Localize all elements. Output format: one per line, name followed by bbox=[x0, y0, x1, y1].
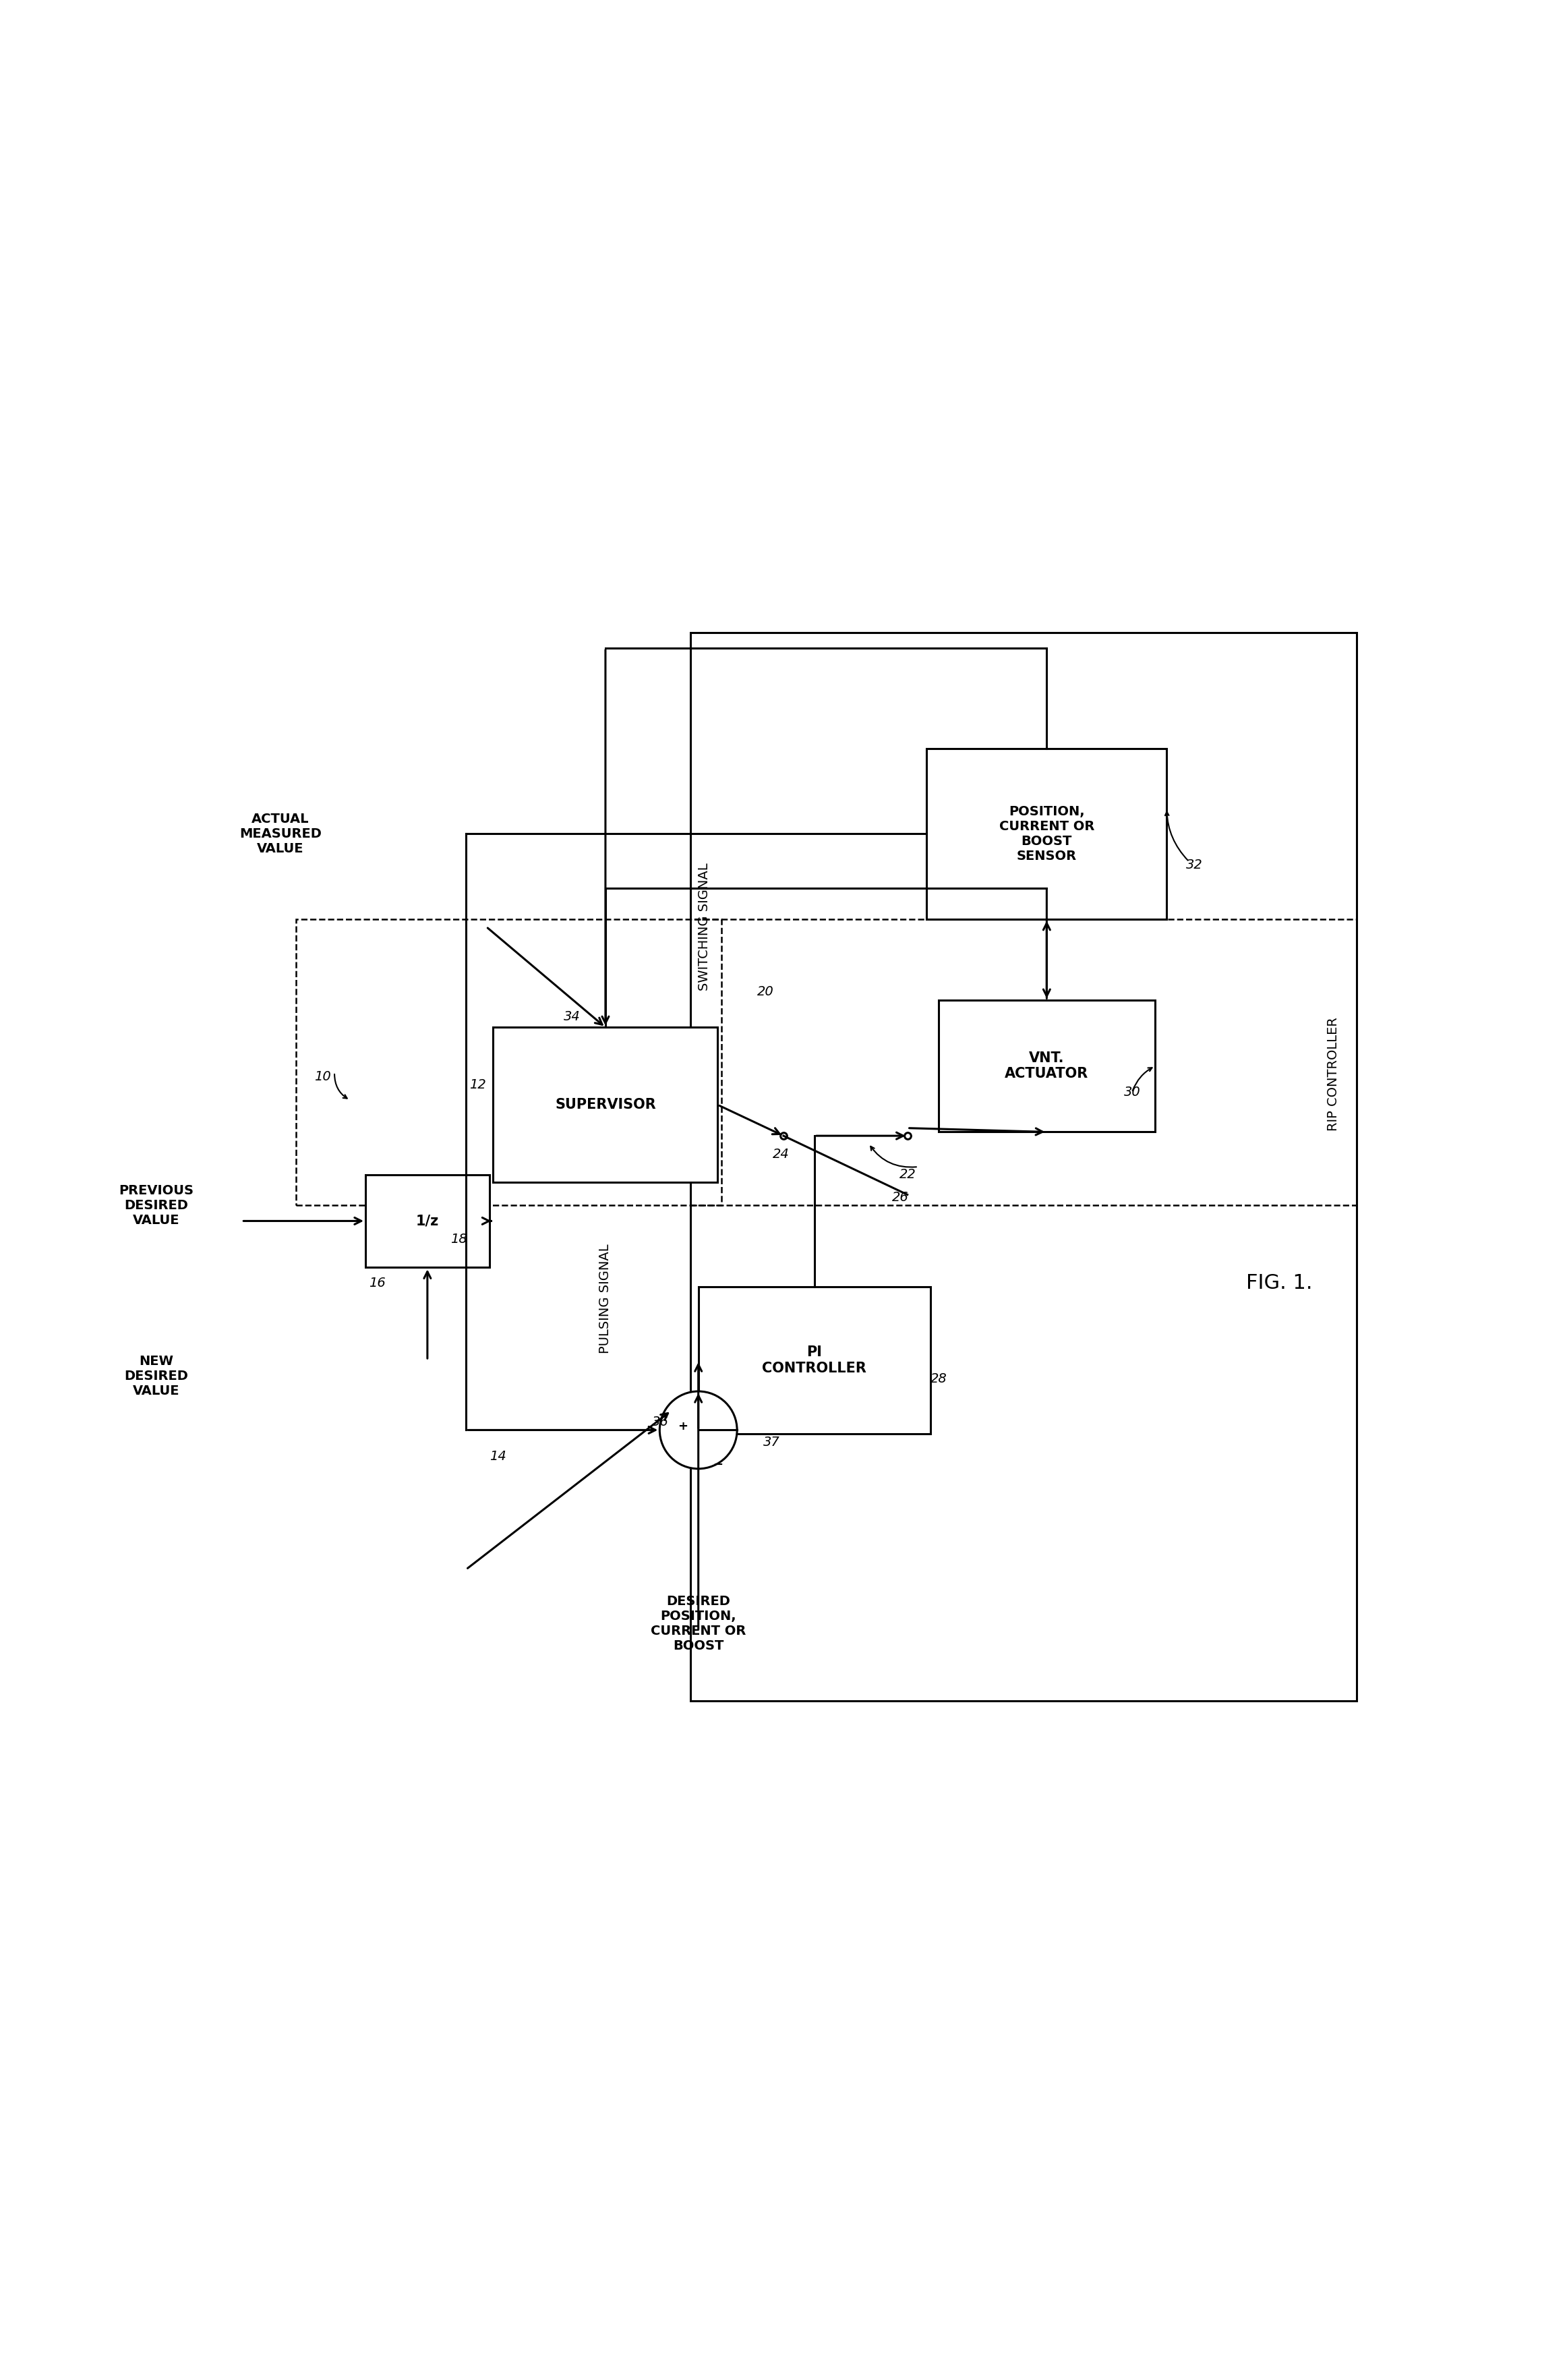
Text: FIG. 1.: FIG. 1. bbox=[1246, 1273, 1312, 1292]
Circle shape bbox=[660, 1392, 736, 1468]
Text: SWITCHING SIGNAL: SWITCHING SIGNAL bbox=[699, 864, 711, 990]
Text: 34: 34 bbox=[564, 1009, 580, 1023]
Text: NEW
DESIRED
VALUE: NEW DESIRED VALUE bbox=[124, 1354, 188, 1397]
Text: ACTUAL
MEASURED
VALUE: ACTUAL MEASURED VALUE bbox=[240, 812, 321, 854]
Text: 10: 10 bbox=[315, 1071, 331, 1083]
Text: 14: 14 bbox=[489, 1449, 506, 1464]
Text: 16: 16 bbox=[368, 1276, 385, 1290]
Bar bbox=[699, 1288, 931, 1433]
Text: 28: 28 bbox=[931, 1373, 948, 1385]
Text: RIP CONTROLLER: RIP CONTROLLER bbox=[1327, 1016, 1340, 1130]
Text: 30: 30 bbox=[1124, 1085, 1141, 1100]
Bar bbox=[365, 1173, 489, 1269]
Text: POSITION,
CURRENT OR
BOOST
SENSOR: POSITION, CURRENT OR BOOST SENSOR bbox=[1000, 804, 1094, 862]
Bar bbox=[926, 750, 1167, 919]
Text: 18: 18 bbox=[451, 1233, 467, 1247]
Text: PREVIOUS
DESIRED
VALUE: PREVIOUS DESIRED VALUE bbox=[119, 1185, 194, 1226]
Text: 26: 26 bbox=[892, 1192, 909, 1204]
Text: 1/z: 1/z bbox=[415, 1214, 439, 1228]
Text: 12: 12 bbox=[469, 1078, 486, 1090]
Text: 24: 24 bbox=[773, 1147, 790, 1161]
Text: PI
CONTROLLER: PI CONTROLLER bbox=[762, 1345, 867, 1376]
Text: PULSING SIGNAL: PULSING SIGNAL bbox=[599, 1245, 611, 1354]
Text: DESIRED
POSITION,
CURRENT OR
BOOST: DESIRED POSITION, CURRENT OR BOOST bbox=[650, 1595, 746, 1652]
Text: −: − bbox=[713, 1459, 722, 1471]
Bar bbox=[296, 919, 721, 1207]
Text: VNT.
ACTUATOR: VNT. ACTUATOR bbox=[1004, 1052, 1089, 1081]
Text: 22: 22 bbox=[899, 1169, 917, 1180]
Bar bbox=[494, 1028, 718, 1183]
Text: 32: 32 bbox=[1186, 859, 1203, 871]
Text: +: + bbox=[679, 1421, 688, 1433]
Text: 37: 37 bbox=[763, 1435, 780, 1449]
Text: SUPERVISOR: SUPERVISOR bbox=[555, 1097, 657, 1111]
Text: 20: 20 bbox=[757, 985, 774, 997]
Bar bbox=[939, 1000, 1155, 1133]
Bar bbox=[691, 633, 1357, 1702]
Text: 36: 36 bbox=[652, 1416, 669, 1428]
Bar bbox=[691, 919, 1357, 1207]
